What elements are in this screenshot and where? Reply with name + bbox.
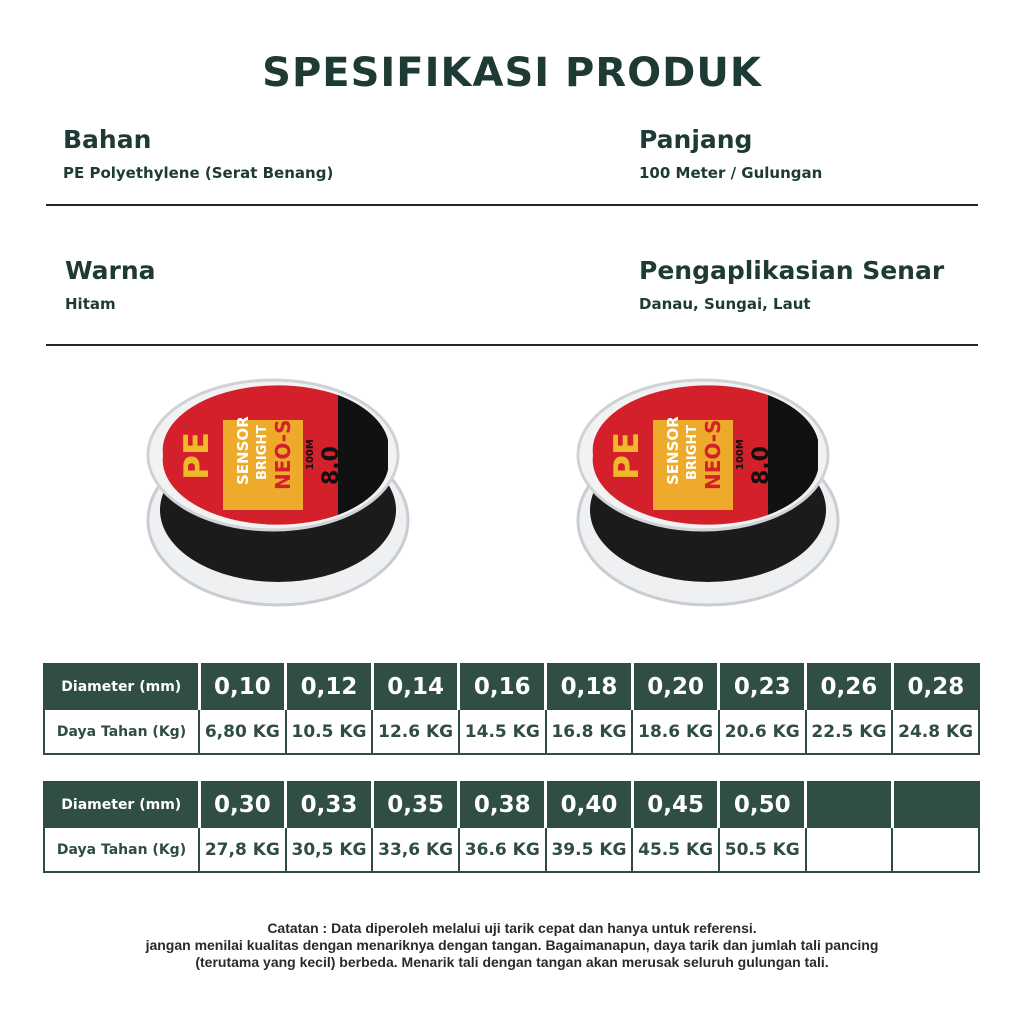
diameter-cell: 0,23 [717,663,808,710]
diameter-cell: 0,10 [198,663,288,710]
spec-warna: Warna Hitam [65,256,156,313]
label-line3: BRIGHT [255,425,270,480]
label-line4: NEO-Si [701,413,725,490]
spec-value: 100 Meter / Gulungan [639,164,823,182]
strength-cell: 18.6 KG [631,708,720,755]
strength-cell: 30,5 KG [284,826,374,873]
spool-image: PE SENSOR BRIGHT NEO-Si 8.0 100M [576,378,840,607]
note-line: Catatan : Data diperoleh melalui uji tar… [267,920,757,936]
label-line2: SENSOR [664,416,682,485]
divider [46,344,978,346]
header-label: Diameter (mm) [43,781,201,828]
spec-bahan: Bahan PE Polyethylene (Serat Benang) [63,125,333,182]
spec-heading: Warna [65,256,156,285]
strength-cell: 22.5 KG [804,708,894,755]
diameter-row: Diameter (mm) 0,10 0,12 0,14 0,16 0,18 0… [43,663,980,710]
strength-row: Daya Tahan (Kg) 6,80 KG 10.5 KG 12.6 KG … [43,708,980,755]
page-title: SPESIFIKASI PRODUK [262,50,762,96]
diameter-cell: 0,35 [371,781,461,828]
spec-value: Hitam [65,295,116,313]
strength-cell: 6,80 KG [198,708,287,755]
spec-table-1: Diameter (mm) 0,10 0,12 0,14 0,16 0,18 0… [43,663,980,755]
diameter-cell: 0,20 [631,663,721,710]
spec-panjang: Panjang 100 Meter / Gulungan [639,125,822,182]
label-length: 100M [305,439,316,470]
strength-cell: 36.6 KG [457,826,547,873]
diameter-cell: 0,33 [284,781,374,828]
divider [46,204,978,206]
row-label: Daya Tahan (Kg) [43,708,200,755]
spec-pengaplikasian: Pengaplikasian Senar Danau, Sungai, Laut [639,256,944,313]
label-size: 8.0 [319,446,344,485]
spec-heading: Pengaplikasian Senar [639,256,945,285]
spec-value: Danau, Sungai, Laut [639,295,811,313]
diameter-cell: 0,12 [284,663,374,710]
strength-cell: 50.5 KG [717,826,807,873]
spec-value: PE Polyethylene (Serat Benang) [63,164,334,182]
diameter-cell: 0,28 [891,663,980,710]
spec-heading: Panjang [639,125,753,154]
diameter-cell: 0,26 [804,663,894,710]
strength-cell [804,826,894,873]
spool-image: PE SENSOR BRIGHT NEO-Si 8.0 100M [146,378,410,607]
strength-cell: 24.8 KG [891,708,980,755]
header-label: Diameter (mm) [43,663,201,710]
label-line1: PE [177,432,217,480]
spec-heading: Bahan [63,125,152,154]
diameter-cell: 0,16 [457,663,548,710]
note-line: (terutama yang kecil) berbeda. Menarik t… [195,954,829,970]
row-label: Daya Tahan (Kg) [43,826,200,873]
strength-cell [891,826,980,873]
diameter-cell: 0,45 [631,781,721,828]
label-line1: PE [607,432,647,480]
product-image: PE SENSOR BRIGHT NEO-Si 8.0 100M PE SENS… [146,378,840,607]
strength-cell: 20.6 KG [717,708,807,755]
diameter-cell: 0,40 [544,781,634,828]
strength-row: Daya Tahan (Kg) 27,8 KG 30,5 KG 33,6 KG … [43,826,980,873]
diameter-cell: 0,14 [371,663,461,710]
strength-cell: 33,6 KG [371,826,460,873]
diameter-cell [891,781,980,828]
diameter-cell [804,781,894,828]
diameter-cell: 0,38 [457,781,548,828]
strength-cell: 12.6 KG [371,708,460,755]
diameter-row: Diameter (mm) 0,30 0,33 0,35 0,38 0,40 0… [43,781,980,828]
label-line4: NEO-Si [271,413,295,490]
label-length: 100M [735,439,746,470]
label-line2: SENSOR [234,416,252,485]
strength-cell: 10.5 KG [284,708,374,755]
label-line3: BRIGHT [685,425,700,480]
footnote: Catatan : Data diperoleh melalui uji tar… [0,920,1024,971]
diameter-cell: 0,50 [717,781,808,828]
note-line: jangan menilai kualitas dengan menarikny… [145,937,879,953]
spec-table-2: Diameter (mm) 0,30 0,33 0,35 0,38 0,40 0… [43,781,980,873]
label-size: 8.0 [749,446,774,485]
strength-cell: 39.5 KG [544,826,634,873]
strength-cell: 27,8 KG [198,826,287,873]
strength-cell: 16.8 KG [544,708,634,755]
diameter-cell: 0,30 [198,781,288,828]
strength-cell: 14.5 KG [457,708,547,755]
strength-cell: 45.5 KG [631,826,720,873]
diameter-cell: 0,18 [544,663,634,710]
